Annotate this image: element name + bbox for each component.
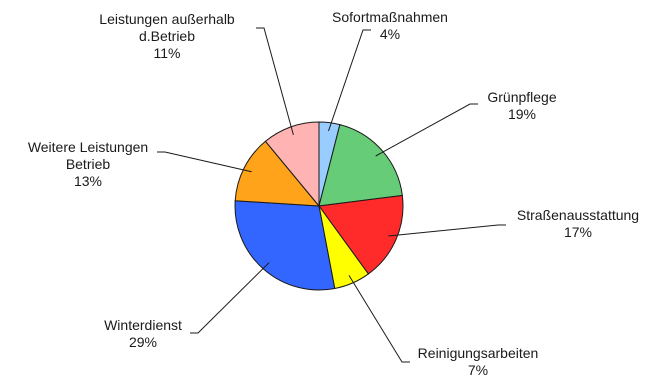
slice-label-reinigungsarbeiten: Reinigungsarbeiten 7% [418,345,539,378]
slice-percent: 11% [154,45,181,61]
slice-label-line: Betrieb [66,156,111,172]
slice-label-line: Straßenausstattung [517,207,639,223]
slice-percent: 19% [508,106,536,122]
leader-lines [157,27,506,363]
leader-line-strassenausstattung [388,224,506,237]
slice-percent: 4% [380,26,400,42]
slice-label-leistungen-ausserhalb: Leistungen außerhalb d.Betrieb 11% [99,11,235,61]
slice-label-gruenpflege: Grünpflege 19% [487,89,556,122]
pie-slice-weitere-leistungen [234,140,321,207]
leader-line-sofortmassnahmen [328,29,371,132]
slice-label-sofortmassnahmen: Sofortmaßnahmen 4% [332,9,448,42]
pie-slice-strassenausstattung [318,194,404,275]
slice-label-line: Sofortmaßnahmen [332,9,448,25]
pie-slices [234,121,404,291]
slice-label-line: Leistungen außerhalb [99,11,235,27]
slice-percent: 29% [129,334,157,350]
slice-label-line: Grünpflege [487,89,556,105]
leader-line-gruenpflege [375,103,478,157]
leader-line-winterdienst [190,262,270,334]
slice-labels: Sofortmaßnahmen 4% Grünpflege 19% Straßenaus… [28,9,639,378]
slice-label-line: d.Betrieb [139,28,195,44]
pie-slice-gruenpflege [318,124,403,207]
slice-label-line: Weitere Leistungen [28,139,148,155]
leader-line-weitere-leistungen [157,151,252,173]
slice-label-weitere-leistungen: Weitere Leistungen Betrieb 13% [28,139,148,189]
leader-line-reinigungsarbeiten [348,275,410,363]
slice-percent: 7% [468,362,488,378]
leader-line-leistungen-ausserhalb [256,27,294,136]
slice-percent: 13% [74,173,102,189]
slice-label-line: Reinigungsarbeiten [418,345,539,361]
pie-slice-winterdienst [234,200,336,291]
slice-label-strassenausstattung: Straßenausstattung 17% [517,207,639,240]
pie-slice-leistungen-ausserhalb [264,121,320,208]
slice-label-winterdienst: Winterdienst 29% [104,317,182,350]
slice-label-line: Winterdienst [104,317,182,333]
slice-percent: 17% [564,224,592,240]
